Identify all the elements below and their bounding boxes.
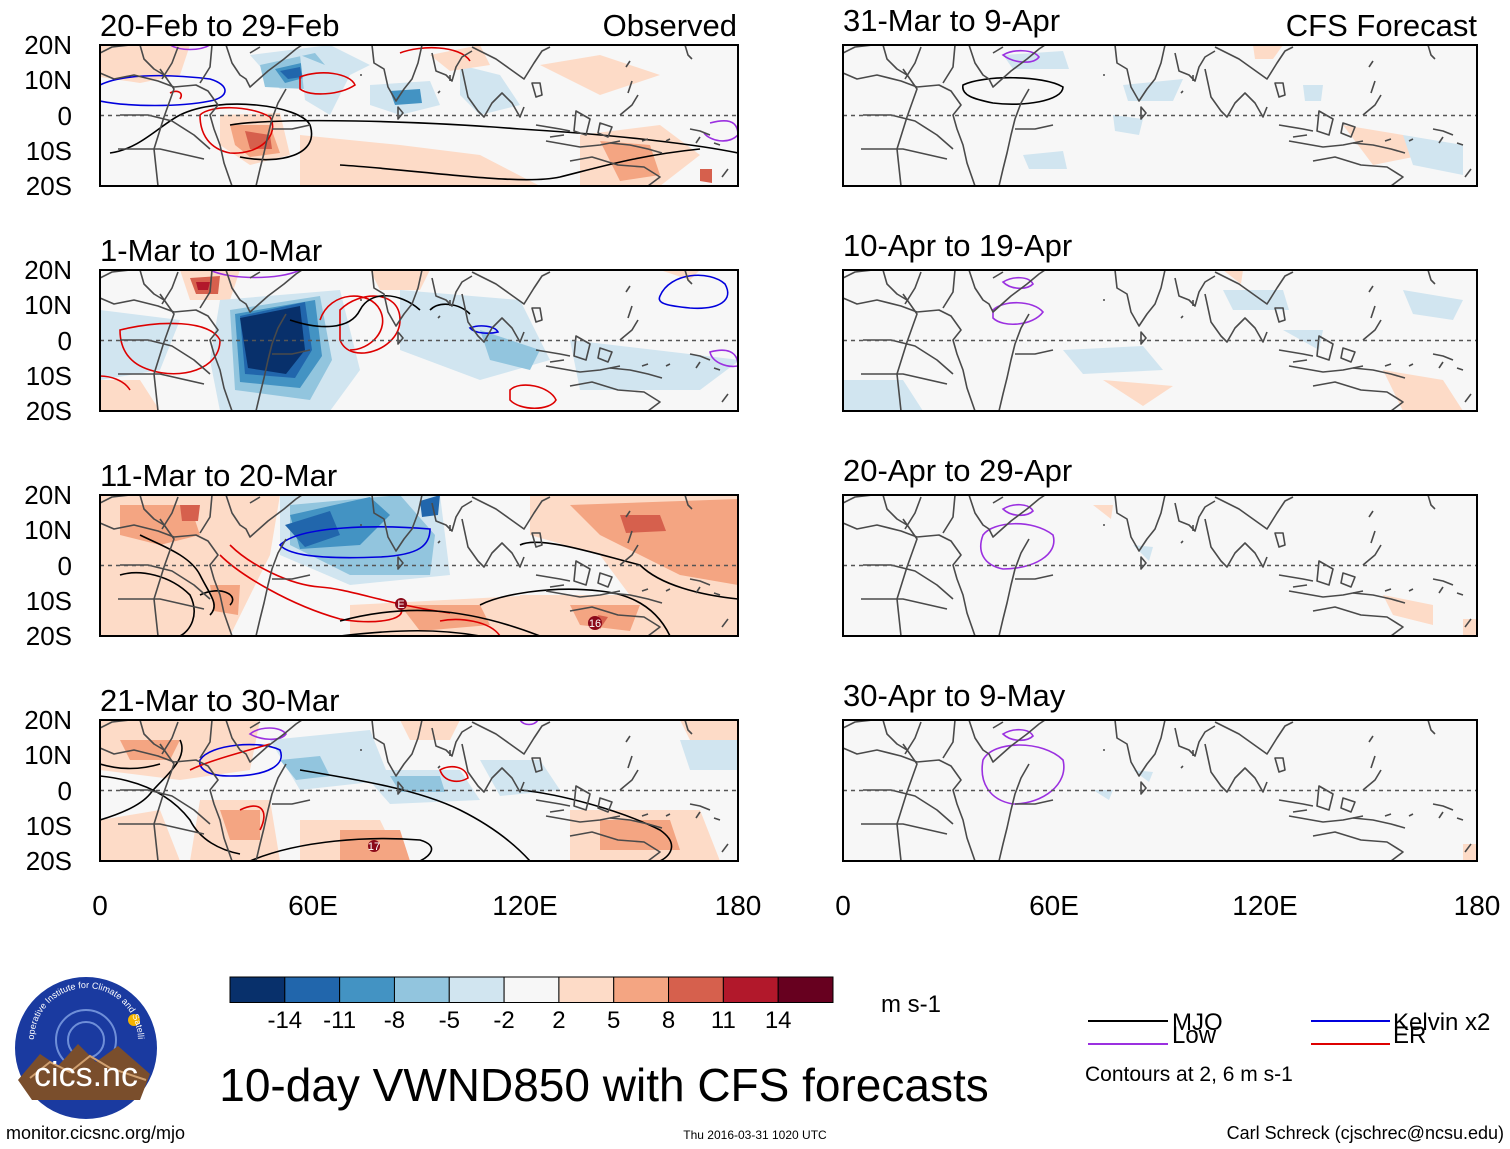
svg-text:17: 17 bbox=[368, 841, 380, 853]
svg-text:20N: 20N bbox=[24, 480, 72, 510]
colorbar-label: 8 bbox=[662, 1007, 675, 1034]
colorbar-swatch bbox=[503, 976, 560, 1003]
observed-panel-2 bbox=[99, 269, 739, 412]
svg-text:20N: 20N bbox=[24, 30, 72, 60]
legend-item-low: Low bbox=[1088, 1022, 1217, 1049]
svg-text:20N: 20N bbox=[24, 255, 72, 285]
svg-text:20N: 20N bbox=[24, 705, 72, 735]
observed-panel-3: E 16 bbox=[99, 494, 739, 637]
forecast-panel-1 bbox=[842, 44, 1478, 187]
colorbar-swatch bbox=[339, 976, 395, 1003]
colorbar-label: -14 bbox=[267, 1007, 302, 1034]
svg-text:0: 0 bbox=[58, 776, 72, 806]
colorbar-swatch bbox=[393, 976, 450, 1003]
colorbar-label: -8 bbox=[384, 1007, 405, 1034]
colorbar-swatch bbox=[229, 976, 286, 1003]
panel-title-forecast-1: 31-Mar to 9-Apr bbox=[843, 3, 1060, 38]
colorbar-label: 5 bbox=[607, 1007, 620, 1034]
svg-text:10N: 10N bbox=[24, 65, 72, 95]
latitude-labels: 20N 10N 0 10S 20S 20N 10N 0 10S 20S 20N … bbox=[24, 30, 72, 876]
panel-title-forecast-2: 10-Apr to 19-Apr bbox=[843, 228, 1072, 263]
legend-item-mjo: MJO bbox=[1088, 1009, 1223, 1036]
svg-text:10N: 10N bbox=[24, 740, 72, 770]
footer-author: Carl Schreck (cjschrec@ncsu.edu) bbox=[1227, 1123, 1504, 1143]
colorbar-label: -5 bbox=[439, 1007, 460, 1034]
svg-text:0: 0 bbox=[58, 326, 72, 356]
observed-panel-1 bbox=[99, 44, 739, 187]
svg-text:0: 0 bbox=[835, 890, 851, 921]
colorbar-label: -2 bbox=[493, 1007, 514, 1034]
longitude-labels-left: 0 60E 120E 180 bbox=[92, 890, 761, 921]
colorbar-label: 14 bbox=[765, 1007, 792, 1034]
longitude-labels-right: 0 60E 120E 180 bbox=[835, 890, 1500, 921]
svg-text:Low: Low bbox=[1172, 1022, 1217, 1049]
logo-name: cics.nc bbox=[34, 1056, 138, 1094]
legend-item-er: ER bbox=[1311, 1022, 1426, 1049]
svg-text:120E: 120E bbox=[1232, 890, 1297, 921]
svg-text:10N: 10N bbox=[24, 515, 72, 545]
colorbar-swatch bbox=[558, 976, 615, 1003]
colorbar-label: 11 bbox=[711, 1007, 736, 1034]
svg-text:10S: 10S bbox=[26, 136, 72, 166]
panel-label-observed: Observed bbox=[603, 8, 737, 43]
svg-text:20S: 20S bbox=[26, 846, 72, 876]
svg-text:60E: 60E bbox=[288, 890, 338, 921]
svg-text:10S: 10S bbox=[26, 586, 72, 616]
svg-text:10N: 10N bbox=[24, 290, 72, 320]
contour-legend: MJO Kelvin x2 Low ER Contours at 2, 6 m … bbox=[1085, 1009, 1490, 1086]
panel-title-observed-4: 21-Mar to 30-Mar bbox=[100, 683, 339, 718]
svg-text:0: 0 bbox=[58, 101, 72, 131]
figure-title: 10-day VWND850 with CFS forecasts bbox=[219, 1059, 989, 1111]
panel-title-observed-1: 20-Feb to 29-Feb bbox=[100, 8, 340, 43]
forecast-panel-4 bbox=[842, 719, 1478, 862]
colorbar-swatch bbox=[777, 976, 834, 1003]
colorbar-swatch bbox=[284, 976, 341, 1003]
svg-text:0: 0 bbox=[92, 890, 108, 921]
svg-text:Kelvin x2: Kelvin x2 bbox=[1393, 1009, 1490, 1036]
svg-text:16: 16 bbox=[589, 618, 601, 630]
legend-item-kelvin: Kelvin x2 bbox=[1311, 1009, 1490, 1036]
panel-label-forecast: CFS Forecast bbox=[1286, 8, 1478, 43]
panel-title-forecast-3: 20-Apr to 29-Apr bbox=[843, 453, 1072, 488]
svg-text:0: 0 bbox=[58, 551, 72, 581]
svg-text:60E: 60E bbox=[1029, 890, 1079, 921]
panel-title-observed-2: 1-Mar to 10-Mar bbox=[100, 233, 322, 268]
storm-marker-3: 17 bbox=[368, 840, 380, 853]
svg-text:20S: 20S bbox=[26, 171, 72, 201]
svg-text:180: 180 bbox=[1454, 890, 1501, 921]
svg-text:MJO: MJO bbox=[1172, 1009, 1223, 1036]
forecast-panel-3 bbox=[842, 494, 1478, 637]
footer-url: monitor.cicsnc.org/mjo bbox=[6, 1123, 185, 1143]
svg-text:10S: 10S bbox=[26, 811, 72, 841]
colorbar-units: m s-1 bbox=[881, 991, 941, 1018]
svg-text:20S: 20S bbox=[26, 621, 72, 651]
colorbar-swatch bbox=[722, 976, 779, 1003]
forecast-panel-2 bbox=[842, 269, 1478, 412]
svg-text:E: E bbox=[397, 599, 404, 611]
colorbar-label: -11 bbox=[323, 1007, 356, 1034]
colorbar: -14 -11 -8 -5 -2 2 5 8 11 14 bbox=[229, 976, 834, 1034]
colorbar-label: 2 bbox=[552, 1007, 565, 1034]
legend-note: Contours at 2, 6 m s-1 bbox=[1085, 1063, 1293, 1086]
colorbar-swatch bbox=[613, 976, 670, 1003]
storm-marker-2: 16 bbox=[588, 616, 602, 630]
panel-title-forecast-4: 30-Apr to 9-May bbox=[843, 678, 1066, 713]
svg-text:120E: 120E bbox=[492, 890, 557, 921]
svg-text:10S: 10S bbox=[26, 361, 72, 391]
svg-text:180: 180 bbox=[715, 890, 762, 921]
colorbar-swatch bbox=[668, 976, 724, 1003]
footer-timestamp: Thu 2016-03-31 1020 UTC bbox=[683, 1128, 827, 1142]
panel-title-observed-3: 11-Mar to 20-Mar bbox=[100, 458, 337, 493]
storm-marker-1: E bbox=[395, 598, 407, 611]
colorbar-swatch bbox=[448, 976, 505, 1003]
observed-panel-4: 17 bbox=[99, 719, 739, 862]
svg-text:ER: ER bbox=[1393, 1022, 1426, 1049]
svg-text:20S: 20S bbox=[26, 396, 72, 426]
